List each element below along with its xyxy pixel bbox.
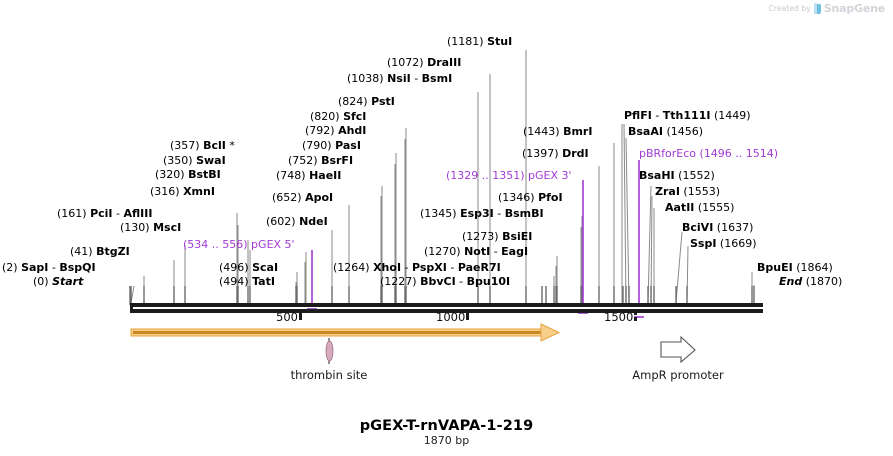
site-label-stui[interactable]: (1181) StuI	[447, 35, 513, 48]
site-label-bpuei[interactable]: BpuEI (1864)	[757, 261, 833, 274]
site-label-bcli[interactable]: (357) BclI *	[170, 139, 235, 152]
primer-label-pbrforeco[interactable]: pBRforEco (1496 .. 1514)	[639, 147, 779, 160]
site-label-noti[interactable]: (1270) NotI - EagI	[424, 245, 529, 258]
ruler-tick-1500: 1500	[604, 310, 634, 324]
watermark-created-by-text: Created by	[768, 4, 811, 13]
site-label-bmri[interactable]: (1443) BmrI	[523, 125, 593, 138]
site-label-bcivi[interactable]: BciVI (1637)	[682, 221, 754, 234]
site-label-btgzi[interactable]: (41) BtgZI	[70, 245, 130, 258]
feature-label-ampr-promoter[interactable]: AmpR promoter	[632, 368, 724, 382]
primer-label-pgex5[interactable]: (534 .. 556) pGEX 5'	[183, 238, 295, 251]
ruler-tick-1000: 1000	[436, 310, 466, 324]
site-label-haeii[interactable]: (748) HaeII	[276, 169, 342, 182]
site-label-zrai[interactable]: ZraI (1553)	[655, 185, 720, 198]
site-label-xhoi[interactable]: (1264) XhoI - PspXI - PaeR7I	[333, 261, 501, 274]
site-label-esp3i[interactable]: (1345) Esp3I - BsmBI	[420, 207, 544, 220]
plasmid-backbone	[130, 303, 763, 313]
site-label-aatii[interactable]: AatII (1555)	[665, 201, 735, 214]
orf-arrow-feature	[130, 323, 561, 342]
site-label-xmni[interactable]: (316) XmnI	[150, 185, 215, 198]
site-label-drdi[interactable]: (1397) DrdI	[522, 147, 589, 160]
site-label-ahdi[interactable]: (792) AhdI	[305, 124, 367, 137]
site-label-msci[interactable]: (130) MscI	[120, 221, 182, 234]
site-label-apoi[interactable]: (652) ApoI	[272, 191, 334, 204]
ruler-tick-500: 500	[276, 310, 298, 324]
site-label-bstbi[interactable]: (320) BstBI	[155, 168, 221, 181]
site-label-pflfi[interactable]: PflFI - Tth111I (1449)	[624, 109, 751, 122]
snapgene-logo-icon	[813, 3, 821, 14]
site-label-pfoi[interactable]: (1346) PfoI	[498, 191, 563, 204]
site-label-bbvci[interactable]: (1227) BbvCI - Bpu10I	[380, 275, 511, 288]
ruler-ticks	[299, 311, 637, 321]
site-label-sspi[interactable]: SspI (1669)	[690, 237, 757, 250]
site-label-bsaai[interactable]: BsaAI (1456)	[628, 125, 704, 138]
primer-label-pgex3[interactable]: (1329 .. 1351) pGEX 3'	[446, 169, 572, 182]
site-label-psti[interactable]: (824) PstI	[338, 95, 395, 108]
plasmid-title: pGEX-T-rnVAPA-1-219	[359, 418, 534, 434]
thrombin-site-feature	[325, 338, 334, 364]
site-label-sfci[interactable]: (820) SfcI	[310, 110, 367, 123]
site-label-nsii[interactable]: (1038) NsiI - BsmI	[347, 72, 453, 85]
site-label-sapi[interactable]: (2) SapI - BspQI	[2, 261, 96, 274]
site-label-ndei[interactable]: (602) NdeI	[266, 215, 328, 228]
site-label-end[interactable]: End (1870)	[779, 275, 843, 288]
site-label-pasi[interactable]: (790) PasI	[302, 139, 361, 152]
site-label-swai[interactable]: (350) SwaI	[163, 154, 226, 167]
plasmid-length: 1870 bp	[423, 434, 470, 447]
site-label-bsahi[interactable]: BsaHI (1552)	[639, 169, 715, 182]
site-label-tati[interactable]: (494) TatI	[219, 275, 275, 288]
site-label-pcii[interactable]: (161) PciI - AflIII	[57, 207, 153, 220]
site-label-bsiei[interactable]: (1273) BsiEI	[462, 230, 533, 243]
site-label-start[interactable]: (0) Start	[33, 275, 84, 288]
ampr-promoter-feature	[660, 335, 696, 364]
site-label-bsrfi[interactable]: (752) BsrFI	[288, 154, 354, 167]
site-label-scai[interactable]: (496) ScaI	[219, 261, 279, 274]
watermark-brand-text: SnapGene	[823, 2, 885, 15]
snapgene-watermark: Created by SnapGene	[769, 2, 886, 15]
restriction-site-ticks	[129, 286, 755, 305]
site-label-draiii[interactable]: (1072) DraIII	[387, 56, 462, 69]
feature-label-thrombin-site[interactable]: thrombin site	[290, 368, 368, 382]
